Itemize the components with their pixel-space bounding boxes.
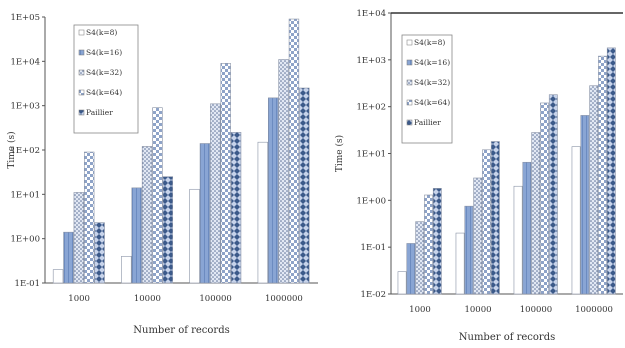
y-tick-label: 1E-01	[15, 279, 40, 289]
y-tick-label: 1E-02	[361, 290, 386, 300]
bar-paillier-100000	[230, 132, 242, 284]
x-tick-label: 1000	[68, 294, 90, 304]
legend-swatch	[406, 79, 413, 86]
bar-s4-k-32--100000	[210, 103, 221, 284]
bar-s4-k-64--10000	[152, 107, 163, 284]
y-tick-label: 1E+02	[10, 146, 40, 156]
chart-left: 1E-01 1E+00 1E+01 1E+02 1E+03 1E+04 1E+05 1000 1…	[6, 13, 318, 336]
x-tick-label: 1000	[409, 305, 431, 315]
legend-box	[73, 24, 139, 134]
x-axis-label: Number of records	[459, 332, 555, 343]
legend-label: S4(k=16)	[86, 48, 122, 57]
legend-label: S4(k=32)	[414, 78, 450, 87]
bar-s4-k-64--10000	[482, 149, 491, 295]
bar-paillier-10000	[490, 141, 500, 295]
y-tick-label: 1E+02	[356, 103, 386, 113]
legend-swatch	[406, 99, 413, 106]
legend-swatch	[78, 69, 85, 76]
bar-s4-k-8--1000	[397, 271, 407, 295]
legend-swatch	[78, 109, 85, 116]
legend-swatch	[78, 49, 85, 56]
left-chart-svg: 1E-01 1E+00 1E+01 1E+02 1E+03 1E+04 1E+05 1000 1…	[6, 13, 318, 336]
x-tick-label: 10000	[464, 305, 491, 315]
y-tick-label: 1E+03	[356, 56, 386, 66]
bar-s4-k-64--1000	[424, 194, 433, 295]
legend-label: Paillier	[414, 118, 441, 127]
y-tick-label: 1E+04	[10, 57, 40, 67]
legend-swatch	[78, 89, 85, 96]
bar-s4-k-16--100000	[522, 161, 532, 295]
legend-swatch	[78, 29, 85, 36]
bar-s4-k-32--100000	[531, 132, 541, 295]
legend-label: S4(k=64)	[414, 98, 450, 107]
legend-label: S4(k=64)	[86, 88, 122, 97]
bar-s4-k-64--100000	[540, 102, 549, 295]
y-tick-label: 1E+01	[356, 150, 386, 160]
bar-s4-k-64--100000	[220, 63, 231, 284]
bar-s4-k-32--10000	[141, 146, 153, 284]
right-plot-area: 1E-02 1E-01 1E+00 1E+01 1E+02 1E+03 1E+04 1000 1…	[334, 9, 623, 343]
bar-paillier-100000	[548, 94, 558, 295]
right-chart-svg: 1E-02 1E-01 1E+00 1E+01 1E+02 1E+03 1E+04 1000 1…	[334, 9, 623, 343]
bar-s4-k-64--1000	[84, 151, 95, 284]
bar-s4-k-32--1000	[73, 192, 85, 284]
y-axis-label: Time (s)	[334, 135, 345, 172]
bar-paillier-1000	[94, 222, 105, 284]
bar-s4-k-64--1000000	[598, 55, 607, 295]
x-tick-label: 10000	[134, 294, 161, 304]
bar-s4-k-32--1000	[415, 221, 425, 295]
bar-s4-k-32--1000000	[278, 59, 289, 284]
y-axis-label: Time (s)	[6, 131, 17, 168]
bar-s4-k-16--1000	[406, 243, 416, 295]
bar-s4-k-32--1000000	[589, 85, 599, 295]
legend-swatch	[406, 39, 413, 46]
bar-s4-k-16--10000	[464, 205, 474, 295]
y-tick-label: 1E-01	[361, 243, 386, 253]
bar-s4-k-16--1000000	[268, 97, 279, 284]
legend-label: S4(k=32)	[86, 68, 122, 77]
x-axis-label: Number of records	[133, 325, 229, 336]
legend-label: S4(k=16)	[414, 58, 450, 67]
bar-s4-k-32--10000	[473, 177, 483, 295]
bar-s4-k-8--10000	[455, 232, 465, 295]
legend-swatch	[406, 119, 413, 126]
bar-paillier-10000	[162, 176, 174, 284]
legend-label: S4(k=8)	[414, 38, 445, 47]
x-tick-label: 1000000	[575, 305, 613, 315]
legend-swatch	[406, 59, 413, 66]
y-tick-label: 1E+01	[10, 190, 40, 200]
bar-s4-k-8--1000000	[257, 141, 269, 284]
bar-paillier-1000000	[606, 47, 616, 295]
chart-right: 1E-02 1E-01 1E+00 1E+01 1E+02 1E+03 1E+04 1000 1…	[322, 0, 625, 343]
y-tick-label: 1E+04	[356, 9, 386, 19]
left-plot-area: 1E-01 1E+00 1E+01 1E+02 1E+03 1E+04 1E+05 1000 1…	[6, 13, 318, 336]
y-tick-label: 1E+00	[10, 235, 40, 245]
bar-paillier-1000	[432, 188, 442, 295]
bar-s4-k-8--10000	[121, 256, 132, 284]
bar-s4-k-16--1000000	[580, 115, 590, 295]
y-tick-label: 1E+05	[10, 13, 40, 23]
x-tick-label: 100000	[520, 305, 552, 315]
bar-s4-k-16--10000	[131, 187, 142, 284]
x-tick-label: 100000	[199, 294, 231, 304]
bar-s4-k-8--100000	[189, 188, 200, 284]
bar-s4-k-16--100000	[199, 143, 211, 284]
legend-label: Paillier	[86, 108, 113, 117]
x-tick-label: 1000000	[265, 294, 303, 304]
bar-s4-k-16--1000	[63, 231, 74, 284]
bar-s4-k-64--1000000	[288, 18, 300, 284]
legend-label: S4(k=8)	[86, 28, 117, 37]
y-tick-label: 1E+00	[356, 196, 386, 206]
bar-s4-k-8--1000	[52, 269, 64, 284]
y-tick-label: 1E+03	[10, 102, 40, 112]
bar-s4-k-8--1000000	[571, 146, 581, 295]
bar-s4-k-8--100000	[513, 185, 523, 295]
bar-paillier-1000000	[299, 87, 310, 284]
